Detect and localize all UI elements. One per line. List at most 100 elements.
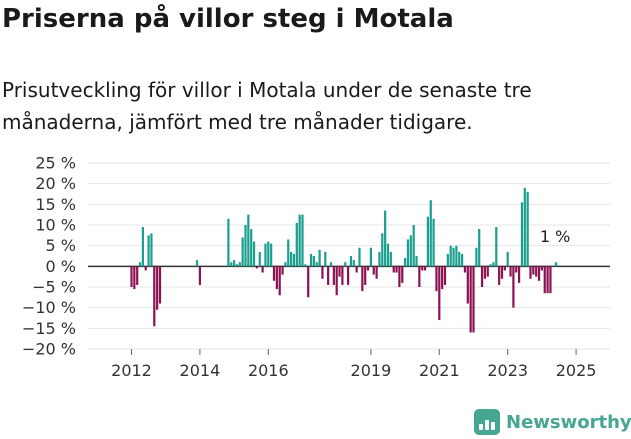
bar-negative xyxy=(130,266,133,287)
bar-negative xyxy=(136,266,139,285)
bar-positive xyxy=(290,251,293,267)
bar-negative xyxy=(321,266,324,279)
bar-positive xyxy=(147,235,150,267)
bar-negative xyxy=(418,266,421,287)
bar-positive xyxy=(458,251,461,267)
bar-positive xyxy=(195,260,199,267)
bar-positive xyxy=(258,251,261,267)
bar-negative xyxy=(537,266,541,281)
bar-negative xyxy=(361,266,364,292)
bar-positive xyxy=(389,251,392,267)
bar-negative xyxy=(364,266,367,285)
bar-positive xyxy=(429,200,432,267)
bar-negative xyxy=(355,266,358,273)
bar-positive xyxy=(478,229,481,267)
bar-positive xyxy=(238,262,241,267)
bar-positive xyxy=(267,241,270,267)
bar-positive xyxy=(270,243,273,267)
bar-positive xyxy=(241,237,244,267)
bar-positive xyxy=(292,253,296,267)
y-tick-label: 0 % xyxy=(46,257,76,276)
bar-positive xyxy=(404,258,407,267)
bar-positive xyxy=(298,214,301,267)
bar-negative xyxy=(347,266,350,285)
y-tick-label: 5 % xyxy=(46,236,76,255)
bar-positive xyxy=(523,187,526,267)
bar-positive xyxy=(295,222,298,267)
bar-negative xyxy=(549,266,552,294)
bar-positive xyxy=(461,253,464,267)
y-tick-label: −10 % xyxy=(22,298,76,317)
bar-negative xyxy=(158,266,162,304)
bar-positive xyxy=(452,247,455,267)
bar-positive xyxy=(495,227,498,267)
bar-negative xyxy=(500,266,504,279)
bar-negative xyxy=(543,266,546,294)
x-tick-label: 2025 xyxy=(556,361,597,380)
bar-positive xyxy=(250,229,253,267)
y-tick-label: −20 % xyxy=(22,340,76,359)
bar-negative xyxy=(375,266,378,279)
bar-negative xyxy=(144,266,147,271)
bar-positive xyxy=(384,210,387,267)
bar-negative xyxy=(156,266,159,310)
bar-positive xyxy=(381,233,384,267)
bar-negative xyxy=(133,266,136,290)
bar-positive xyxy=(426,216,429,267)
bar-negative xyxy=(281,266,284,275)
bar-positive xyxy=(358,247,361,267)
bar-negative xyxy=(338,266,341,277)
bar-positive xyxy=(309,253,313,267)
bar-negative xyxy=(480,266,484,287)
bar-negative xyxy=(443,266,447,285)
bar-negative xyxy=(372,266,375,275)
bar-chart-icon xyxy=(474,409,500,435)
bar-negative xyxy=(398,266,401,287)
bar-negative xyxy=(463,266,467,273)
bar-negative xyxy=(535,266,538,277)
bar-positive xyxy=(489,264,492,267)
bar-positive xyxy=(378,251,381,267)
bar-negative xyxy=(255,266,258,269)
x-tick-label: 2012 xyxy=(111,361,152,380)
bar-negative xyxy=(153,266,156,327)
y-tick-label: −15 % xyxy=(22,319,76,338)
bar-positive xyxy=(349,256,353,267)
bar-positive xyxy=(324,251,327,267)
bar-positive xyxy=(150,233,153,267)
bar-negative xyxy=(366,266,370,271)
bar-negative xyxy=(423,266,427,271)
bar-negative xyxy=(540,266,543,271)
bar-negative xyxy=(546,266,549,294)
bar-negative xyxy=(421,266,424,271)
bar-positive xyxy=(352,260,355,267)
bar-positive xyxy=(264,243,267,267)
bar-positive xyxy=(252,241,256,267)
bar-negative xyxy=(486,266,489,277)
bar-negative xyxy=(503,266,506,271)
bar-positive xyxy=(455,245,458,267)
x-tick-label: 2019 xyxy=(351,361,392,380)
bar-positive xyxy=(329,262,333,267)
bar-negative xyxy=(272,266,276,281)
bar-positive xyxy=(409,235,412,267)
bar-negative xyxy=(278,266,281,296)
newsworthy-logo: Newsworthy xyxy=(474,408,631,436)
y-tick-label: −5 % xyxy=(32,278,76,297)
bar-negative xyxy=(401,266,404,283)
bar-negative xyxy=(392,266,395,273)
brand-name: Newsworthy xyxy=(506,411,631,433)
y-tick-label: 20 % xyxy=(35,174,76,193)
bar-positive xyxy=(304,264,307,267)
bar-positive xyxy=(244,225,247,267)
x-tick-label: 2023 xyxy=(487,361,528,380)
bar-positive xyxy=(235,264,239,267)
bar-positive xyxy=(227,218,230,267)
bar-positive xyxy=(233,260,236,267)
x-tick-label: 2014 xyxy=(180,361,221,380)
bar-negative xyxy=(327,266,330,285)
bar-positive xyxy=(526,191,529,267)
bar-positive xyxy=(520,202,524,267)
bar-positive xyxy=(284,262,287,267)
